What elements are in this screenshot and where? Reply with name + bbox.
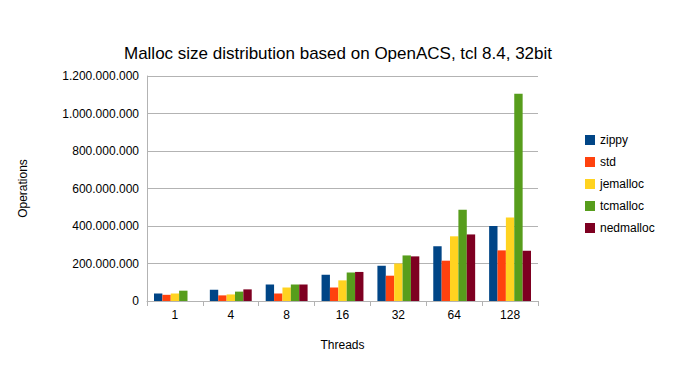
svg-text:600.000.000: 600.000.000 xyxy=(72,182,139,196)
svg-text:1.200.000.000: 1.200.000.000 xyxy=(62,69,139,83)
svg-text:0: 0 xyxy=(132,294,139,308)
svg-text:32: 32 xyxy=(392,308,406,322)
svg-text:nedmalloc: nedmalloc xyxy=(600,221,655,235)
svg-text:1: 1 xyxy=(172,308,179,322)
svg-text:4: 4 xyxy=(227,308,234,322)
svg-text:Threads: Threads xyxy=(320,338,364,352)
svg-text:800.000.000: 800.000.000 xyxy=(72,144,139,158)
svg-text:jemalloc: jemalloc xyxy=(599,177,644,191)
svg-text:128: 128 xyxy=(500,308,520,322)
svg-text:Operations: Operations xyxy=(16,159,30,218)
svg-text:std: std xyxy=(600,155,616,169)
svg-text:64: 64 xyxy=(448,308,462,322)
svg-text:1.000.000.000: 1.000.000.000 xyxy=(62,107,139,121)
svg-text:200.000.000: 200.000.000 xyxy=(72,257,139,271)
svg-text:tcmalloc: tcmalloc xyxy=(600,199,644,213)
svg-text:Malloc size distribution based: Malloc size distribution based on OpenAC… xyxy=(124,44,552,63)
svg-text:zippy: zippy xyxy=(600,133,628,147)
svg-text:16: 16 xyxy=(336,308,350,322)
svg-text:8: 8 xyxy=(283,308,290,322)
svg-text:400.000.000: 400.000.000 xyxy=(72,219,139,233)
